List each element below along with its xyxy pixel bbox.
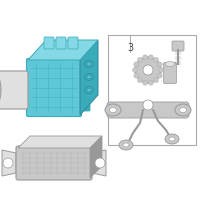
Polygon shape (2, 150, 16, 176)
FancyBboxPatch shape (0, 71, 28, 109)
FancyBboxPatch shape (68, 37, 78, 49)
Ellipse shape (84, 73, 94, 80)
Circle shape (95, 158, 105, 168)
FancyBboxPatch shape (9, 79, 27, 101)
FancyBboxPatch shape (74, 89, 90, 111)
Polygon shape (90, 136, 102, 178)
Circle shape (137, 78, 142, 83)
Circle shape (132, 68, 138, 72)
Ellipse shape (123, 143, 129, 147)
FancyBboxPatch shape (26, 58, 82, 116)
FancyBboxPatch shape (172, 41, 184, 51)
Ellipse shape (0, 73, 1, 107)
Ellipse shape (87, 75, 91, 78)
FancyBboxPatch shape (16, 146, 92, 180)
FancyBboxPatch shape (164, 62, 177, 84)
FancyBboxPatch shape (56, 37, 66, 49)
FancyBboxPatch shape (44, 37, 54, 49)
Circle shape (157, 73, 162, 78)
Circle shape (135, 57, 161, 83)
Ellipse shape (84, 60, 94, 68)
Circle shape (3, 158, 13, 168)
Circle shape (143, 100, 153, 110)
Text: 3: 3 (127, 43, 133, 53)
Circle shape (157, 62, 162, 67)
Circle shape (154, 57, 159, 62)
Ellipse shape (165, 134, 179, 144)
Polygon shape (80, 40, 98, 115)
Circle shape (148, 80, 153, 85)
Ellipse shape (105, 104, 121, 116)
Circle shape (148, 55, 153, 60)
Ellipse shape (180, 108, 186, 112)
Ellipse shape (84, 86, 94, 94)
Bar (108, 35, 196, 145)
Ellipse shape (110, 108, 116, 112)
Polygon shape (92, 150, 106, 176)
Circle shape (134, 73, 139, 78)
Ellipse shape (119, 140, 133, 150)
Ellipse shape (169, 137, 175, 141)
Ellipse shape (165, 62, 175, 66)
Polygon shape (18, 136, 102, 148)
Circle shape (143, 80, 148, 85)
Polygon shape (28, 40, 98, 60)
Ellipse shape (175, 104, 191, 116)
Circle shape (143, 55, 148, 60)
Ellipse shape (87, 88, 91, 92)
Ellipse shape (87, 62, 91, 66)
Circle shape (143, 65, 153, 75)
Circle shape (154, 78, 159, 83)
Circle shape (134, 62, 139, 67)
Circle shape (158, 68, 164, 72)
Circle shape (137, 57, 142, 62)
FancyBboxPatch shape (107, 102, 189, 118)
